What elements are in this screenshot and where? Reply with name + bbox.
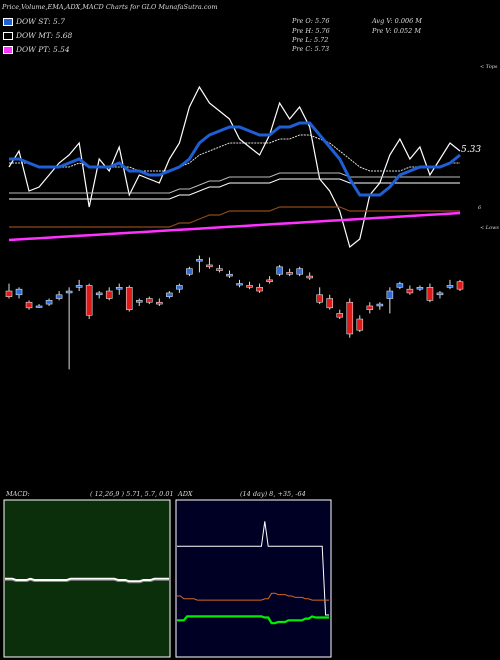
candle-body <box>346 301 354 335</box>
di-plus-line <box>177 615 329 625</box>
candle-body <box>5 290 13 297</box>
candle-body <box>35 305 43 308</box>
candle-body <box>356 318 364 331</box>
side-value-label: 6 <box>478 205 482 211</box>
candle-body <box>306 275 313 279</box>
candle-body <box>196 259 203 262</box>
di-minus-line <box>177 592 329 601</box>
adx-params: (14 day) 8, +35, -64 <box>240 490 306 498</box>
candle-body <box>266 279 273 283</box>
candle-body <box>426 287 434 301</box>
ema-layer <box>8 85 461 249</box>
macd-params: ( 12,26,9 ) 5.71, 5.7, 0.01 <box>90 490 174 498</box>
candle-body <box>186 268 193 275</box>
stat-prev-open: Pre O: 5.76 <box>292 17 330 25</box>
candle-body <box>326 298 334 309</box>
candle-body <box>396 283 404 288</box>
candle-body <box>156 301 163 305</box>
tops-label: < Tops <box>480 64 498 70</box>
legend-label-st: DOW ST: 5.7 <box>16 17 65 26</box>
price-line <box>8 85 461 249</box>
candle-body <box>216 268 223 271</box>
candle-body <box>125 287 133 311</box>
candle-body <box>105 290 113 299</box>
candle-body <box>316 294 323 303</box>
candle-body <box>146 298 153 303</box>
candle-body <box>135 300 143 303</box>
ema-long-band <box>9 172 460 194</box>
candle-body <box>226 273 233 277</box>
chart-title: Price,Volume,EMA,ADX,MACD Charts for GLO… <box>2 3 218 11</box>
candle-body <box>386 290 394 299</box>
adx-layer <box>177 521 329 625</box>
macd-layer <box>5 577 169 584</box>
candle-body <box>456 281 464 290</box>
candle-body <box>236 283 243 286</box>
candle-layer <box>5 255 464 370</box>
candle-body <box>75 285 83 288</box>
lows-label: < Lows <box>480 225 499 231</box>
candle-body <box>95 292 103 296</box>
adx-panel-bg <box>175 499 332 658</box>
candle-body <box>296 268 303 275</box>
candle-body <box>336 313 344 318</box>
candle-body <box>65 290 73 294</box>
adx-line <box>177 521 329 616</box>
candle-body <box>436 292 444 296</box>
candle-body <box>115 287 123 290</box>
ema-long-line <box>9 178 460 200</box>
candle-body <box>256 287 263 292</box>
candle-body <box>206 264 213 268</box>
ema-short-line <box>9 121 461 197</box>
stat-prev-low: Pre L: 5.72 <box>292 36 329 44</box>
stat-prev-close: Pre C: 5.73 <box>292 45 330 53</box>
dow-pt-line <box>8 211 461 242</box>
ema-trend-line <box>9 206 460 228</box>
legend-swatch-mt <box>3 32 13 40</box>
ema-mid-line <box>9 134 460 172</box>
stat-prev-high: Pre H: 5.76 <box>292 27 330 35</box>
macd-line <box>5 577 169 583</box>
macd-title: MACD: <box>6 490 30 498</box>
candle-body <box>376 303 384 307</box>
legend-swatch-st <box>3 18 13 26</box>
candle-body <box>276 266 283 275</box>
candle-body <box>176 285 183 290</box>
legend-label-mt: DOW MT: 5.68 <box>16 31 73 40</box>
candle-body <box>25 301 33 309</box>
stat-avg-volume: Avg V: 0.006 M <box>372 17 422 25</box>
candle-body <box>406 288 414 294</box>
candle-body <box>85 285 93 316</box>
macd-signal-line <box>5 579 169 584</box>
candle-body <box>366 305 374 311</box>
legend-label-pt: DOW PT: 5.54 <box>16 45 70 54</box>
candle-body <box>246 285 253 288</box>
adx-title: ADX <box>178 490 193 498</box>
candle-body <box>416 287 424 290</box>
candle-body <box>15 288 23 296</box>
legend-swatch-pt <box>3 46 13 54</box>
candle-body <box>166 292 173 297</box>
candle-body <box>45 300 53 305</box>
last-price-label: 5.33 <box>461 145 482 155</box>
candle-body <box>286 272 293 275</box>
candle-body <box>446 285 454 288</box>
stat-prev-volume: Pre V: 0.052 M <box>372 27 422 35</box>
candle-body <box>55 294 63 299</box>
